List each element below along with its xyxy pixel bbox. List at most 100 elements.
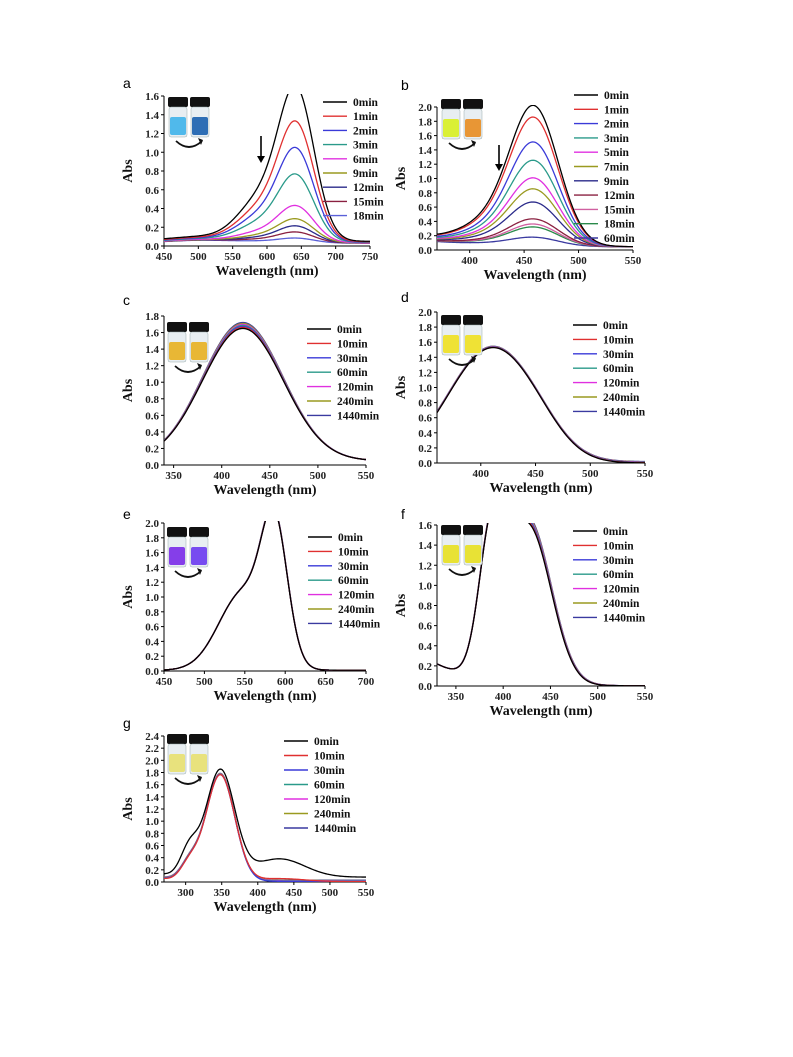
y-tick-label: 1.8	[145, 768, 159, 780]
series-line-3min	[164, 173, 370, 243]
legend-label: 7min	[604, 162, 630, 174]
legend: 0min 10min 30min 60min 120min 240min 1440min	[573, 526, 646, 624]
y-axis-title: Abs	[121, 159, 136, 183]
down-arrowhead-icon	[257, 156, 265, 163]
y-tick-label: 0.6	[418, 202, 432, 214]
x-tick-label: 750	[362, 251, 379, 263]
legend-label: 60min	[604, 233, 635, 245]
x-tick-label: 450	[156, 251, 173, 263]
legend-label: 240min	[603, 392, 640, 404]
vial-cap	[189, 527, 209, 537]
legend-label: 0min	[337, 324, 363, 336]
y-tick-label: 0.4	[418, 641, 432, 653]
y-tick-label: 0.0	[145, 460, 159, 472]
x-tick-label: 500	[310, 470, 327, 482]
x-tick-label: 550	[358, 470, 375, 482]
y-tick-label: 1.6	[418, 337, 432, 349]
series-line-2min	[164, 146, 370, 243]
vial-liquid	[191, 342, 207, 360]
vial-inset	[441, 525, 483, 576]
y-tick-label: 2.0	[418, 307, 432, 319]
series-group	[164, 94, 370, 244]
x-tick-label: 450	[262, 470, 279, 482]
vial-cap	[463, 99, 483, 109]
legend-label: 240min	[314, 809, 351, 821]
x-tick-label: 550	[637, 468, 654, 480]
legend: 0min 10min 30min 60min 120min 240min 1440min	[307, 324, 380, 422]
legend-label: 240min	[338, 604, 375, 616]
panel-letter: f	[401, 506, 405, 522]
legend-label: 6min	[353, 154, 379, 166]
vial-cap	[189, 322, 209, 332]
y-axis-title: Abs	[394, 375, 409, 399]
x-axis-title: Wavelength (nm)	[215, 264, 318, 279]
legend-label: 1440min	[337, 410, 380, 422]
series-line-6min	[164, 204, 370, 244]
vial-inset	[441, 315, 483, 366]
vial-inset	[167, 734, 209, 785]
x-tick-label: 400	[461, 255, 478, 267]
y-tick-label: 0.4	[418, 216, 432, 228]
x-tick-label: 400	[213, 470, 230, 482]
x-tick-label: 350	[165, 470, 182, 482]
x-axis-title: Wavelength (nm)	[213, 900, 316, 915]
y-tick-label: 0.4	[145, 204, 159, 216]
series-group	[437, 105, 633, 248]
series-line-10min	[164, 774, 366, 882]
arrowhead-icon	[197, 775, 202, 782]
legend-label: 240min	[603, 598, 640, 610]
panel-letter: b	[401, 77, 409, 93]
vial-cap	[167, 322, 187, 332]
x-tick-label: 300	[177, 887, 194, 899]
vial-liquid	[443, 545, 459, 563]
x-tick-label: 550	[625, 255, 642, 267]
chart-panel-e: e 0.0 0.2 0.4 0.6 0.8 1.0 1.2 1.4 1.6 1.8 2.0 450 500…	[121, 506, 381, 704]
y-tick-label: 1.4	[145, 344, 159, 356]
y-tick-label: 1.0	[145, 592, 159, 604]
vial-liquid	[191, 547, 207, 565]
vial-liquid	[191, 754, 207, 772]
legend-label: 60min	[337, 367, 368, 379]
y-tick-label: 0.8	[145, 166, 159, 178]
series-line-0min	[437, 346, 645, 463]
y-tick-label: 1.6	[418, 520, 432, 532]
arrowhead-icon	[198, 138, 203, 145]
series-group	[164, 321, 366, 461]
legend: 0min 1min 2min 3min 5min 7min 9min 12min 15min 18…	[574, 90, 635, 245]
curved-arrow-icon	[175, 140, 203, 148]
legend-label: 3min	[353, 140, 379, 152]
legend: 0min 10min 30min 60min 120min 240min 1440min	[573, 320, 646, 418]
arrowhead-icon	[471, 356, 476, 363]
vial-liquid	[170, 117, 186, 135]
y-tick-label: 0.8	[145, 607, 159, 619]
y-tick-label: 1.0	[145, 147, 159, 159]
legend-label: 30min	[337, 353, 368, 365]
legend-label: 0min	[604, 90, 630, 102]
chart-panel-g: g 0.00.20.40.60.81.01.21.41.61.82.02.22.4…	[121, 715, 375, 915]
y-tick-label: 0.0	[145, 241, 159, 253]
legend-label: 120min	[314, 794, 351, 806]
x-axis-title: Wavelength (nm)	[483, 268, 586, 283]
series-line-0min	[437, 523, 645, 686]
y-tick-label: 2.0	[145, 755, 159, 767]
x-tick-label: 400	[250, 887, 267, 899]
x-tick-label: 350	[448, 691, 465, 703]
arrowhead-icon	[197, 568, 202, 575]
x-axis-title: Wavelength (nm)	[213, 689, 316, 704]
series-group	[164, 768, 366, 882]
arrowhead-icon	[197, 363, 202, 370]
series-line-0min	[164, 768, 366, 878]
y-tick-label: 2.2	[145, 743, 159, 755]
vial-cap	[189, 734, 209, 744]
legend-label: 15min	[604, 204, 635, 216]
x-tick-label: 450	[527, 468, 544, 480]
y-tick-label: 1.4	[145, 562, 159, 574]
legend-label: 0min	[603, 526, 629, 538]
legend: 0min 10min 30min 60min 120min 240min 1440min	[284, 736, 357, 835]
vial-liquid	[169, 547, 185, 565]
y-tick-label: 1.0	[418, 383, 432, 395]
x-tick-label: 550	[358, 887, 375, 899]
legend-label: 60min	[603, 569, 634, 581]
y-tick-label: 0.2	[418, 231, 432, 243]
x-tick-label: 450	[286, 887, 303, 899]
